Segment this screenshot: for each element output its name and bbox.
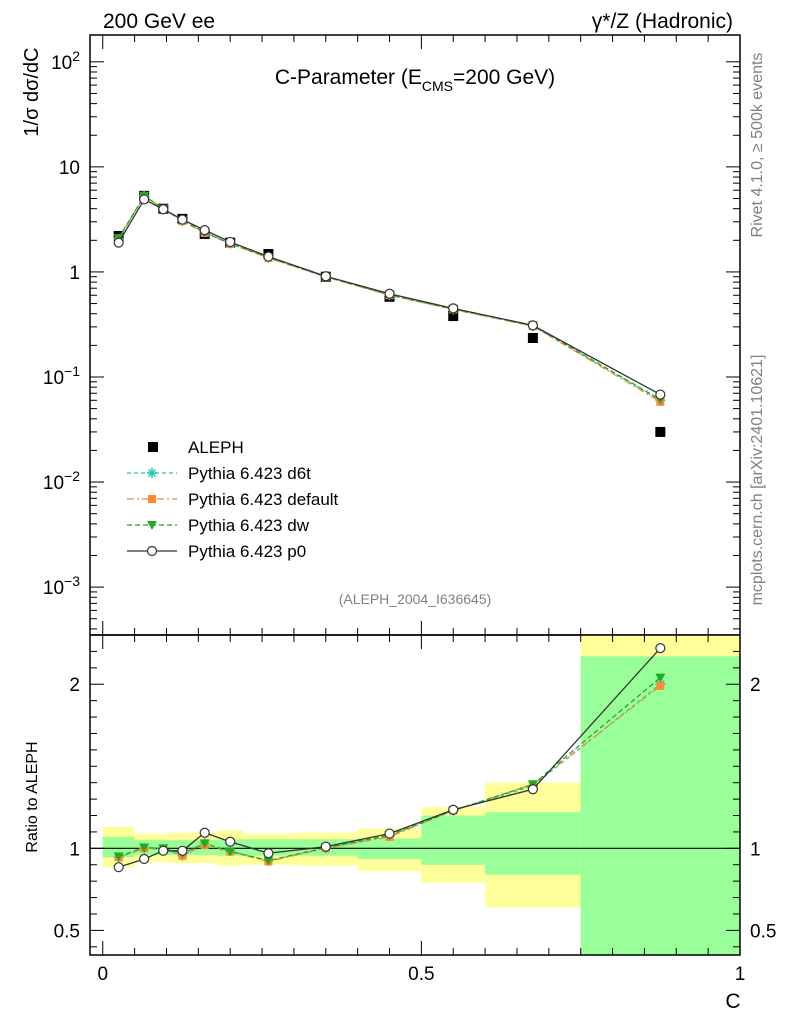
ratio-stat-band — [580, 656, 740, 955]
pythia-6-423-p0-ratio-point — [655, 643, 666, 654]
aleph-data-point — [527, 333, 538, 344]
x-tick-label: 0 — [97, 964, 108, 985]
main-title-sub: CMS — [422, 78, 453, 94]
pythia-6-423-p0-point — [158, 204, 169, 215]
pythia-6-423-dw-ratio-point — [199, 839, 210, 849]
legend-pythia-6-423-p0-label: Pythia 6.423 p0 — [188, 542, 306, 561]
header-left-label: 200 GeV ee — [103, 10, 215, 33]
pythia-6-423-p0-ratio-point — [263, 848, 274, 859]
pythia-6-423-p0-point — [527, 320, 538, 331]
analysis-tag: (ALEPH_2004_I636645) — [339, 591, 492, 607]
legend-pythia-6-423-default-label: Pythia 6.423 default — [188, 490, 339, 509]
ratio-y-tick-label: 2 — [69, 675, 80, 696]
main-ticks: 102 10 1 10−1 10−2 10−3 — [43, 35, 741, 635]
main-title: C-Parameter (ECMS=200 GeV) — [275, 66, 555, 94]
legend-pythia-6-423-dw-marker — [147, 521, 157, 530]
pythia-6-423-p0-point — [384, 288, 395, 299]
pythia-6-423-p0-point — [113, 237, 124, 248]
ratio-stat-band — [485, 812, 581, 875]
legend-aleph-label: ALEPH — [188, 438, 244, 457]
aleph-data-point — [448, 311, 459, 322]
ratio-y-tick-label-right: 0.5 — [750, 921, 776, 942]
ratio-y-tick-label-right: 1 — [750, 839, 761, 860]
main-y-axis-label: 1/σ dσ/dC — [21, 47, 43, 136]
header-right-label: γ*/Z (Hadronic) — [592, 10, 733, 33]
ratio-bands — [102, 635, 740, 955]
pythia-6-423-dw-ratio-point — [263, 856, 274, 866]
pythia-6-423-p0-point — [655, 389, 666, 400]
pythia-6-423-p0-ratio-point — [527, 784, 538, 795]
ratio-stat-band — [102, 836, 135, 858]
main-y-tick-label: 10−3 — [43, 573, 80, 599]
main-y-tick-label: 1 — [69, 263, 80, 284]
pythia-6-423-p0-ratio-point — [320, 841, 331, 852]
pythia-6-423-dw-ratio-point — [113, 852, 124, 862]
ratio-y-tick-label-right: 2 — [750, 675, 761, 696]
pythia-6-423-dw-ratio-point — [225, 847, 236, 857]
ratio-panel: 0 0.5 1 2 2 1 1 0.5 0.5 Ratio to ALEPH C — [24, 634, 776, 1013]
pythia-6-423-p0-ratio-point — [384, 828, 395, 839]
main-y-tick-label: 10−2 — [43, 468, 80, 494]
main-y-tick-label: 102 — [51, 48, 80, 74]
pythia-6-423-p0-ratio-point — [113, 862, 124, 873]
pythia-6-423-p0-point — [139, 194, 150, 205]
main-panel: C-Parameter (ECMS=200 GeV) 1/σ dσ/dC 102… — [21, 34, 741, 636]
pythia-6-423-p0-ratio-point — [158, 845, 169, 856]
x-tick-label: 0.5 — [408, 964, 434, 985]
pythia-6-423-p0-ratio-point — [199, 827, 210, 838]
main-title-end: =200 GeV) — [453, 66, 555, 89]
main-y-tick-label: 10 — [59, 158, 80, 179]
x-axis-label: C — [725, 990, 740, 1013]
pythia-6-423-p0-ratio-point — [177, 845, 188, 856]
legend-pythia-6-423-d6t-marker-stroke — [147, 468, 157, 478]
main-y-tick-label: 10−1 — [43, 363, 80, 389]
ratio-y-axis-label: Ratio to ALEPH — [24, 741, 41, 852]
pythia-6-423-p0-point — [263, 251, 274, 262]
main-series-layer — [113, 190, 666, 437]
x-tick-label: 1 — [735, 964, 746, 985]
pythia-6-423-p0-ratio-point — [225, 836, 236, 847]
legend: ALEPH Pythia 6.423 d6t Pythia 6.423 defaul… — [127, 438, 339, 561]
pythia-6-423-p0-point — [199, 225, 210, 236]
legend-pythia-6-423-dw-label: Pythia 6.423 dw — [188, 516, 310, 535]
ratio-ticks: 0 0.5 1 2 2 1 1 0.5 0.5 — [54, 634, 776, 985]
pythia-6-423-dw-ratio-point — [139, 843, 150, 853]
pythia-6-423-p0-ratio-point — [448, 804, 459, 815]
pythia-6-423-p0-point — [320, 271, 331, 282]
pythia-6-423-default-ratio-point — [656, 681, 665, 690]
pythia-6-423-p0-point — [448, 303, 459, 314]
ratio-y-tick-label: 0.5 — [54, 921, 80, 942]
aleph-data-point — [655, 426, 666, 437]
mcplots-label: mcplots.cern.ch [arXiv:2401.10621] — [749, 355, 766, 606]
legend-pythia-6-423-default-marker — [148, 495, 156, 503]
ratio-y-tick-label: 1 — [69, 839, 80, 860]
legend-aleph-marker — [148, 442, 158, 452]
ratio-series-layer — [113, 643, 666, 873]
ratio-frame — [89, 634, 741, 956]
main-title-text: C-Parameter (E — [275, 66, 422, 89]
pythia-6-423-p0-point — [177, 214, 188, 225]
legend-pythia-6-423-d6t-label: Pythia 6.423 d6t — [188, 464, 311, 483]
pythia-6-423-dw-ratio-point — [655, 673, 666, 683]
rivet-version-label: Rivet 4.1.0, ≥ 500k events — [749, 53, 766, 238]
legend-pythia-6-423-d6t-marker — [147, 468, 157, 478]
ratio-stat-band — [421, 815, 486, 865]
legend-pythia-6-423-p0-marker — [146, 545, 158, 557]
pythia-6-423-p0-point — [225, 236, 236, 248]
pythia-6-423-p0-ratio-point — [139, 853, 150, 865]
